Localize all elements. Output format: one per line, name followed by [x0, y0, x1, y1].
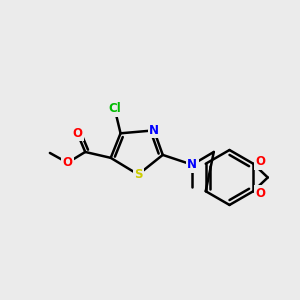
Text: O: O	[72, 127, 82, 140]
Text: S: S	[134, 168, 142, 181]
Text: Cl: Cl	[108, 102, 121, 115]
Text: N: N	[187, 158, 197, 171]
Text: O: O	[255, 155, 265, 168]
Text: N: N	[149, 124, 159, 137]
Text: O: O	[255, 187, 265, 200]
Text: O: O	[63, 156, 73, 169]
